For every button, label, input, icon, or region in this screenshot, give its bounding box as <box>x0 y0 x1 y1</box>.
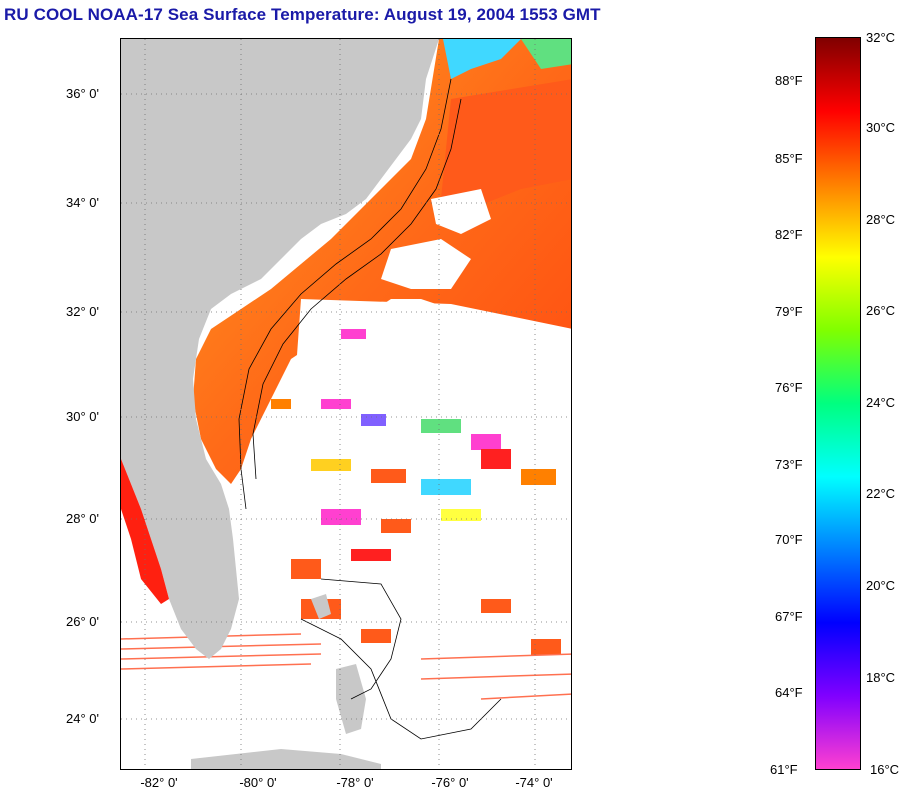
colorbar-f-76: 76°F <box>775 380 803 395</box>
colorbar-c-24: 24°C <box>866 395 896 410</box>
colorbar-c-18: 18°C <box>866 670 896 685</box>
colorbar-c-28: 28°C <box>866 212 896 227</box>
lat-label-28: 28° 0' <box>66 511 99 526</box>
cuba-coast <box>191 749 381 769</box>
colorbar-c-30: 30°C <box>866 120 896 135</box>
cool-water-top-2 <box>521 39 571 69</box>
sst-map <box>120 38 572 770</box>
colorbar-f-88: 88°F <box>775 73 803 88</box>
lat-label-24: 24° 0' <box>66 711 99 726</box>
bahamas-island-2 <box>311 594 331 619</box>
cloud-mask-1 <box>381 239 471 289</box>
colorbar-f-73: 73°F <box>775 457 803 472</box>
colorbar-f-64: 64°F <box>775 685 803 700</box>
map-title: RU COOL NOAA-17 Sea Surface Temperature:… <box>4 5 601 24</box>
colorbar-f-85: 85°F <box>775 151 803 166</box>
cloud-edge-pixels <box>271 329 561 655</box>
lat-label-30: 30° 0' <box>66 409 99 424</box>
colorbar-c-26: 26°C <box>866 303 896 318</box>
colorbar-c-16: 16°C <box>870 762 900 777</box>
lon-label-82: -82° 0' <box>140 775 178 790</box>
lon-label-76: -76° 0' <box>431 775 469 790</box>
lat-label-32: 32° 0' <box>66 304 99 319</box>
colorbar-c-20: 20°C <box>866 578 896 593</box>
lat-label-34: 34° 0' <box>66 195 99 210</box>
lat-label-26: 26° 0' <box>66 614 99 629</box>
colorbar-f-61: 61°F <box>770 762 798 777</box>
cool-water-top <box>443 39 521 79</box>
lon-label-78: -78° 0' <box>336 775 374 790</box>
land-mainland <box>121 39 439 659</box>
lon-label-80: -80° 0' <box>239 775 277 790</box>
colorbar-f-67: 67°F <box>775 609 803 624</box>
temperature-colorbar <box>815 37 861 770</box>
colorbar-f-82: 82°F <box>775 227 803 242</box>
lon-label-74: -74° 0' <box>515 775 553 790</box>
cloud-mask-2 <box>431 189 491 234</box>
sst-map-graphic <box>121 39 571 769</box>
gulf-warm-strip <box>121 459 169 604</box>
colorbar-f-79: 79°F <box>775 304 803 319</box>
colorbar-f-70: 70°F <box>775 532 803 547</box>
gulf-stream-plume <box>441 79 571 209</box>
cloud-mask-3 <box>121 299 571 769</box>
colorbar-c-22: 22°C <box>866 486 896 501</box>
colorbar-c-32: 32°C <box>866 30 896 45</box>
lat-label-36: 36° 0' <box>66 86 99 101</box>
graticule <box>121 39 571 769</box>
